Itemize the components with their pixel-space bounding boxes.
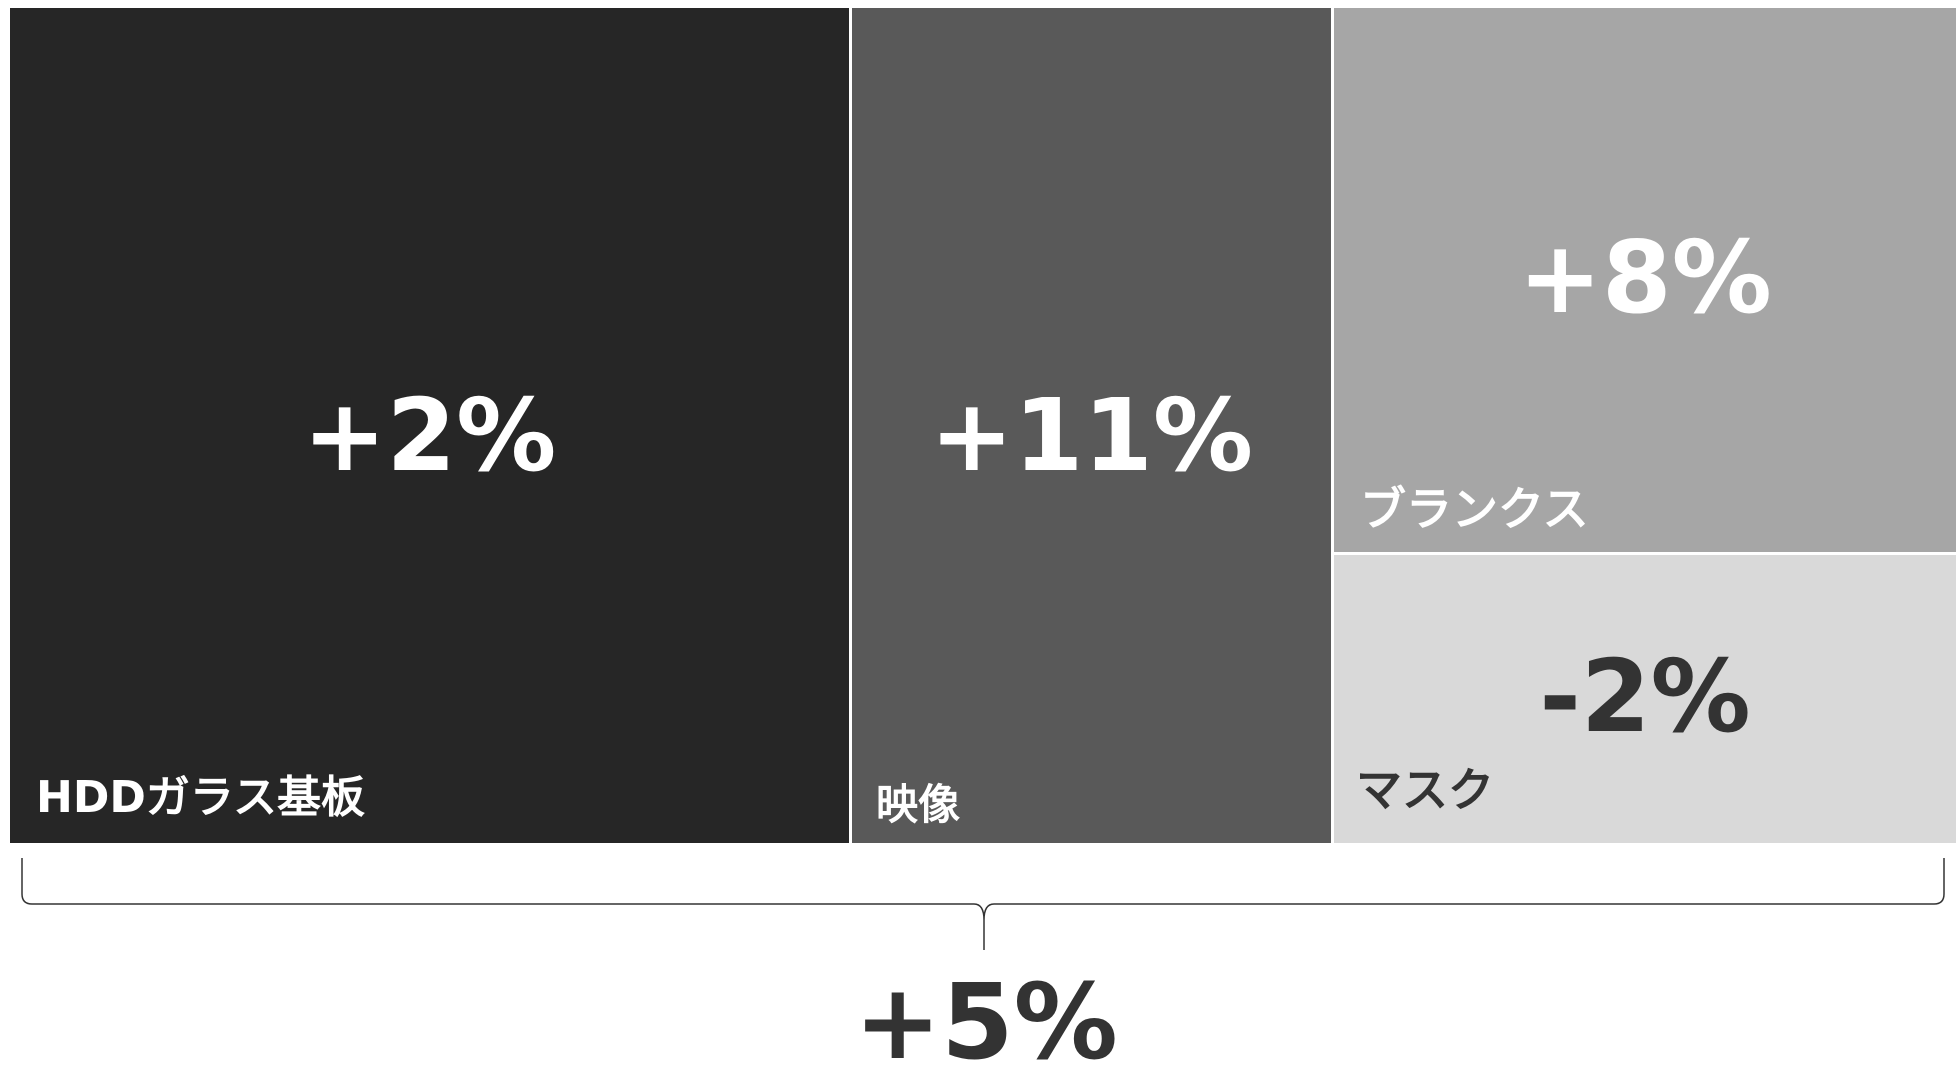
treemap-tile-mask: -2% マスク — [1334, 555, 1956, 843]
tile-label-mask: マスク — [1356, 763, 1494, 817]
tile-label-blanks: ブランクス — [1360, 482, 1589, 536]
treemap-tile-blanks: +8% ブランクス — [1334, 8, 1956, 552]
tile-label-video: 映像 — [876, 780, 961, 829]
brace-line — [21, 858, 1945, 950]
total-bracket — [21, 858, 1945, 950]
tile-value-blanks: +8% — [1518, 219, 1772, 336]
total-growth-value: +5% — [854, 961, 1118, 1083]
tile-value-mask: -2% — [1539, 638, 1751, 755]
tile-label-hdd: HDDガラス基板 — [36, 772, 365, 823]
treemap-tile-video: +11% 映像 — [852, 8, 1331, 843]
tile-value-hdd: +2% — [302, 377, 557, 494]
tile-value-video: +11% — [929, 377, 1254, 494]
treemap-tile-hdd-glass-substrate: +2% HDDガラス基板 — [10, 8, 849, 843]
